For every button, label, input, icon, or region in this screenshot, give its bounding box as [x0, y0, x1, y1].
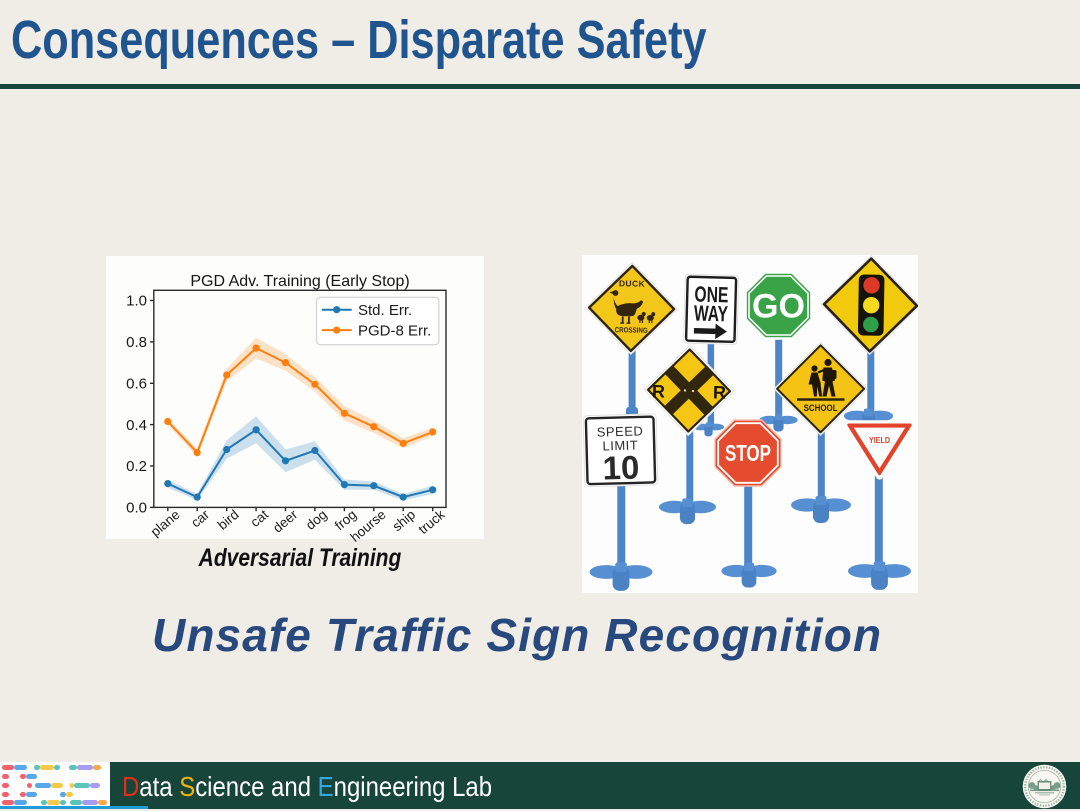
svg-text:PGD-8 Err.: PGD-8 Err.: [358, 322, 431, 339]
svg-text:0.4: 0.4: [126, 417, 147, 434]
svg-text:WAY: WAY: [694, 301, 729, 327]
svg-text:10: 10: [602, 449, 640, 487]
svg-text:R: R: [652, 381, 665, 401]
svg-text:0.2: 0.2: [126, 458, 147, 475]
svg-text:YIELD: YIELD: [869, 436, 890, 445]
svg-text:SCHOOL: SCHOOL: [804, 403, 839, 413]
svg-text:DUCK: DUCK: [619, 278, 646, 288]
svg-text:R: R: [713, 382, 726, 402]
svg-text:STOP: STOP: [725, 440, 771, 466]
svg-text:1.0: 1.0: [126, 293, 147, 310]
svg-text:PGD Adv. Training (Early Stop): PGD Adv. Training (Early Stop): [190, 273, 409, 290]
svg-text:0.6: 0.6: [126, 376, 147, 393]
svg-text:SPEED: SPEED: [597, 423, 644, 439]
svg-text:0.8: 0.8: [126, 334, 147, 351]
svg-text:0.0: 0.0: [126, 500, 147, 517]
svg-text:ONE: ONE: [694, 282, 729, 308]
svg-text:GO: GO: [752, 288, 805, 326]
svg-text:CROSSING: CROSSING: [615, 325, 648, 335]
svg-text:Std. Err.: Std. Err.: [358, 302, 412, 319]
svg-text:LIMIT: LIMIT: [602, 438, 638, 454]
